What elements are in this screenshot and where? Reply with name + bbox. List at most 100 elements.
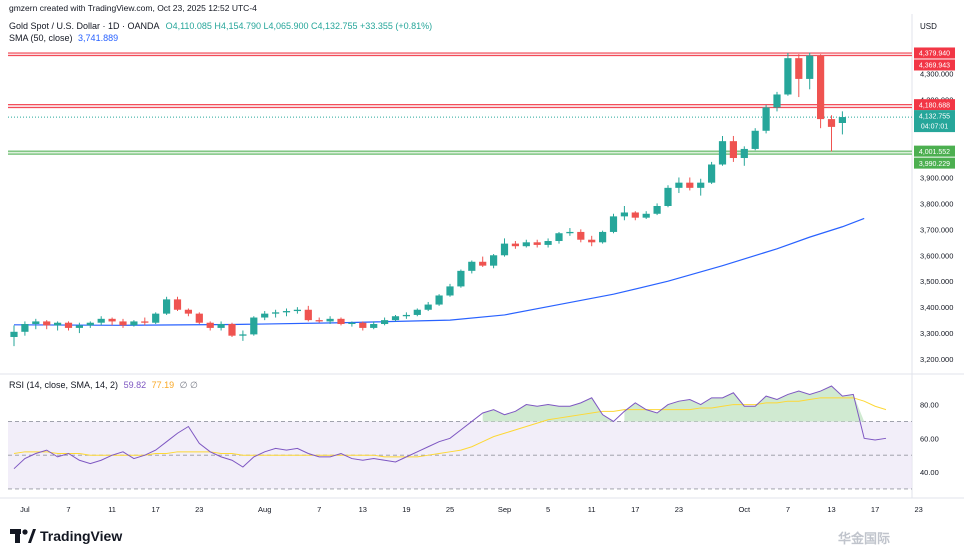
time-tick-label: 7 — [66, 505, 70, 514]
candle-body — [533, 242, 541, 245]
candle-body — [479, 261, 487, 266]
candle-body — [119, 321, 127, 326]
candle-body — [806, 55, 814, 79]
time-tick-label: 5 — [546, 505, 550, 514]
price-tick-label: 3,500.000 — [920, 277, 953, 286]
last-price-label: 4,132.755 — [919, 114, 950, 121]
candle-body — [686, 182, 694, 188]
currency-label: USD — [920, 22, 937, 31]
level-price-tag — [914, 157, 955, 169]
candle-body — [697, 182, 705, 188]
candle-body — [490, 255, 498, 266]
candle-body — [500, 243, 509, 256]
candle-body — [588, 239, 596, 243]
candle-body — [740, 148, 748, 159]
level-price-tag — [914, 145, 955, 157]
candle-body — [173, 299, 182, 310]
candle-body — [718, 141, 727, 165]
candle-body — [664, 187, 672, 206]
level-price-tag — [914, 59, 955, 71]
candle-body — [675, 182, 683, 188]
candle-body — [402, 314, 410, 317]
time-tick-label: 25 — [446, 505, 454, 514]
candle-body — [261, 313, 269, 318]
candle-body — [163, 299, 171, 314]
rsi-tick-label: 40.00 — [920, 468, 939, 477]
candle-body — [566, 231, 574, 234]
time-tick-label: 23 — [675, 505, 683, 514]
chart-grid — [0, 14, 964, 499]
time-tick-label: 13 — [827, 505, 835, 514]
candle-body — [54, 322, 62, 326]
level-price-label: 4,369.943 — [919, 63, 950, 70]
time-tick-label: 19 — [402, 505, 410, 514]
price-tick-label: 3,300.000 — [920, 329, 953, 338]
price-tick-label: 3,800.000 — [920, 199, 953, 208]
rsi-tick-label: 80.00 — [920, 401, 939, 410]
rsi-label: RSI (14, close, SMA, 14, 2) — [9, 380, 119, 390]
candle-body — [784, 58, 792, 95]
candle-body — [381, 320, 389, 325]
candle-body — [424, 304, 432, 310]
level-price-tag — [914, 47, 955, 59]
chart-byline: gmzern created with TradingView.com, Oct… — [9, 3, 257, 13]
candle-body — [827, 119, 836, 127]
candle-body — [337, 318, 345, 325]
time-tick-label: Jul — [20, 505, 30, 514]
time-tick-label: 13 — [359, 505, 367, 514]
level-zone — [8, 151, 912, 155]
last-price-countdown: 04:07:01 — [921, 124, 948, 131]
tradingview-brand: TradingView — [40, 528, 123, 544]
candles — [10, 52, 846, 347]
price-tick-label: 4,300.000 — [920, 70, 953, 79]
candle-body — [522, 242, 530, 247]
level-price-label: 4,379.940 — [919, 51, 950, 58]
candle-body — [250, 317, 258, 335]
candle-body — [751, 130, 759, 149]
candle-body — [599, 231, 607, 243]
level-zone — [8, 52, 912, 56]
rsi-panel — [13, 385, 887, 470]
candle-body — [762, 107, 770, 131]
candle-body — [195, 313, 203, 323]
candle-body — [326, 318, 334, 322]
last-price-tag — [914, 110, 955, 133]
candle-body — [272, 312, 280, 314]
sma-label: SMA (50, close) — [9, 33, 73, 43]
level-price-label: 4,180.688 — [919, 102, 950, 109]
candle-body — [631, 212, 639, 218]
sma-legend: SMA (50, close) 3,741.889 — [9, 33, 118, 43]
candle-body — [348, 322, 356, 325]
candle-body — [228, 324, 236, 336]
candle-body — [468, 261, 476, 271]
candle-body — [370, 324, 378, 328]
candle-body — [10, 331, 18, 337]
tradingview-logo-icon — [10, 529, 36, 543]
time-tick-label: 23 — [195, 505, 203, 514]
rsi-tick-label: 60.00 — [920, 434, 939, 443]
sma-50-line — [13, 217, 865, 326]
candle-body — [620, 212, 628, 217]
rsi-extra: ∅ ∅ — [179, 380, 198, 390]
level-price-label: 3,990.229 — [919, 161, 950, 168]
candle-body — [817, 55, 825, 120]
candle-body — [435, 295, 443, 305]
candle-body — [43, 321, 51, 326]
candle-body — [75, 325, 83, 328]
price-tick-label: 3,700.000 — [920, 225, 953, 234]
candle-body — [21, 324, 29, 332]
candle-body — [184, 309, 192, 314]
time-tick-label: Oct — [738, 505, 751, 514]
rsi-sma-line — [13, 397, 887, 458]
candle-body — [293, 309, 301, 312]
time-tick-label: 11 — [108, 505, 116, 514]
candle-body — [555, 233, 563, 242]
candle-body — [708, 164, 716, 183]
sma-value: 3,741.889 — [78, 33, 119, 43]
time-tick-label: 11 — [588, 505, 596, 514]
tradingview-footer[interactable]: TradingView — [10, 526, 122, 546]
candle-body — [773, 94, 781, 108]
time-tick-label: 7 — [317, 505, 321, 514]
level-price-label: 4,001.552 — [919, 149, 950, 156]
